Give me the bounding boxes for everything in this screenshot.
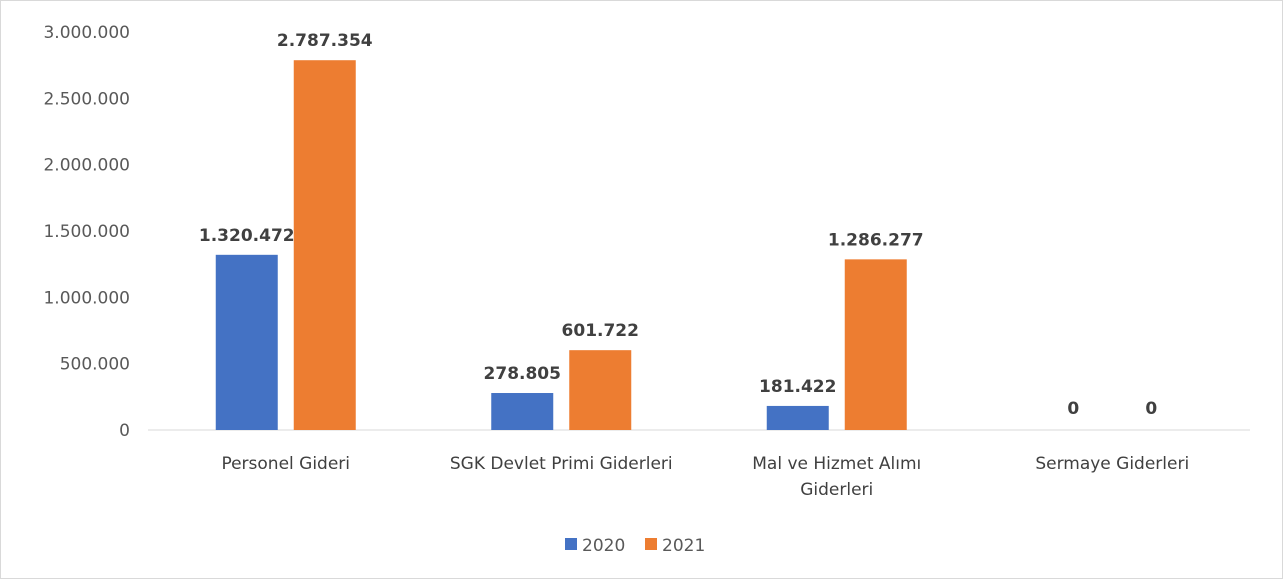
y-tick-label: 1.000.000 [43, 288, 130, 308]
y-tick-label: 3.000.000 [43, 23, 130, 43]
legend-swatch-2021 [645, 538, 657, 550]
data-label-2021-0: 2.787.354 [277, 31, 373, 51]
x-category-label: Mal ve Hizmet Alımı [752, 454, 921, 474]
y-tick-label: 1.500.000 [43, 222, 130, 242]
data-label-2021-1: 601.722 [562, 321, 639, 341]
data-label-2020-3: 0 [1067, 399, 1079, 419]
bar-2020-0 [215, 254, 278, 430]
bar-2020-2 [766, 405, 829, 430]
bar-2021-2 [844, 259, 907, 430]
y-tick-label: 0 [119, 421, 130, 441]
y-tick-label: 2.000.000 [43, 156, 130, 176]
bar-2021-1 [569, 350, 632, 430]
data-label-2020-1: 278.805 [484, 364, 561, 384]
legend-swatch-2020 [565, 538, 577, 550]
bar-2021-0 [293, 60, 356, 431]
data-label-2020-0: 1.320.472 [199, 226, 295, 246]
legend-label-2021: 2021 [662, 536, 705, 556]
x-category-label: Giderleri [800, 480, 873, 500]
y-tick-label: 2.500.000 [43, 89, 130, 109]
data-label-2021-3: 0 [1145, 399, 1157, 419]
data-label-2020-2: 181.422 [759, 377, 836, 397]
x-category-label: Sermaye Giderleri [1035, 454, 1189, 474]
legend-label-2020: 2020 [582, 536, 625, 556]
x-category-label: SGK Devlet Primi Giderleri [450, 454, 673, 474]
y-tick-label: 500.000 [60, 355, 130, 375]
data-label-2021-2: 1.286.277 [828, 230, 924, 250]
bar-2020-1 [491, 393, 554, 430]
x-category-label: Personel Gideri [221, 454, 350, 474]
